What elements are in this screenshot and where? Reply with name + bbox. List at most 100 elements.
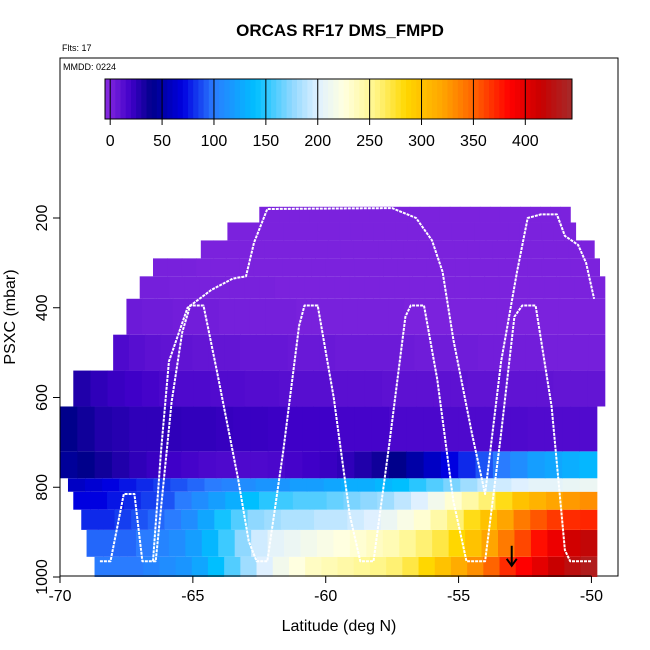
heat-cell-r11-c8 [268, 258, 284, 277]
heat-cell-r12-c21 [467, 240, 481, 259]
heat-cell-r8-c28 [557, 334, 574, 371]
colorbar-segment-52 [374, 79, 381, 119]
heat-cell-r13-c9 [328, 222, 341, 241]
flight-track [99, 207, 596, 563]
heat-cell-r9-c27 [543, 298, 560, 335]
heat-cell-r11-c14 [354, 258, 370, 277]
heat-cell-r0-c19 [402, 556, 420, 577]
heat-cell-r2-c19 [397, 509, 415, 530]
heat-cell-r0-c5 [175, 556, 193, 577]
heat-cell-r5-c6 [163, 451, 182, 479]
heat-cell-r14-c26 [520, 206, 531, 223]
heat-cell-r4-c27 [528, 478, 547, 492]
colorbar-segment-70 [468, 79, 474, 119]
colorbar-frame [104, 78, 573, 120]
heat-cell-r1-c23 [465, 529, 483, 557]
colorbar-segment-10 [156, 79, 163, 119]
heat-cell-r1-c19 [399, 529, 417, 557]
colorbar-segment-39 [307, 79, 314, 119]
heat-cell-r1-c1 [103, 529, 121, 557]
colorbar-segment-67 [452, 79, 459, 119]
y-tick-label-600: 600 [34, 384, 51, 411]
colorbar-segment-83 [535, 79, 542, 119]
heat-cell-r4-c6 [170, 478, 188, 492]
heat-cell-r8-c22 [462, 334, 479, 371]
heat-cell-r6-c7 [181, 406, 200, 452]
colorbar-segment-3 [120, 79, 127, 119]
colorbar-segment-12 [167, 79, 173, 119]
colorbar-segment-89 [566, 79, 573, 119]
heat-cell-r1-c7 [201, 529, 219, 557]
colorbar-segment-54 [385, 79, 391, 119]
x-tick-label--55: -55 [447, 588, 470, 605]
heat-cell-r10-c8 [259, 276, 276, 299]
heat-cell-r2-c15 [330, 509, 348, 530]
heat-cell-r11-c25 [513, 258, 528, 277]
heat-cell-r13-c1 [238, 222, 251, 241]
colorbar-segment-82 [530, 79, 537, 119]
heat-cell-r5-c7 [181, 451, 200, 479]
heat-cell-r2-c27 [530, 509, 548, 530]
heat-cell-r7-c2 [107, 370, 126, 407]
heat-cell-r0-c24 [483, 556, 501, 577]
colorbar-segment-59 [411, 79, 417, 119]
heat-cell-r4-c15 [323, 478, 342, 492]
heat-cell-r5-c5 [146, 451, 165, 479]
heat-cell-r10-c24 [499, 276, 516, 299]
heat-cell-r5-c1 [77, 451, 96, 479]
colorbar-tick-label-0: 0 [106, 133, 115, 150]
heat-cell-r2-c10 [247, 509, 265, 530]
colorbar-segment-79 [514, 79, 521, 119]
heat-cell-r7-c1 [90, 370, 109, 407]
heat-cell-r7-c21 [433, 370, 452, 407]
heat-cell-r3-c23 [461, 491, 480, 510]
heat-cell-r7-c12 [279, 370, 297, 407]
heat-cell-r14-c21 [469, 206, 481, 223]
y-tick-label-800: 800 [34, 474, 51, 501]
flight-track-line-2 [152, 207, 596, 562]
heat-cell-r10-c14 [349, 276, 366, 299]
y-axis: 200 400 600 800 1000 [34, 205, 61, 595]
heat-cell-r6-c25 [492, 406, 511, 452]
heat-cell-r8-c25 [509, 334, 527, 371]
heat-cell-r0-c27 [531, 556, 549, 577]
heat-cell-r6-c0 [60, 406, 78, 452]
heat-cell-r11-c0 [153, 258, 168, 277]
colorbar-segment-80 [520, 79, 526, 119]
heat-cell-r5-c2 [94, 451, 113, 479]
heat-cell-r4-c8 [204, 478, 223, 492]
heat-cell-r13-c11 [350, 222, 363, 241]
heat-cell-r2-c21 [430, 509, 448, 530]
heat-cell-r12-c0 [200, 240, 215, 259]
heat-cell-r13-c18 [429, 222, 442, 241]
heat-cell-r3-c21 [427, 491, 446, 510]
heat-cell-r12-c10 [327, 240, 341, 259]
heat-cell-r0-c22 [450, 556, 468, 577]
heat-cell-r1-c6 [185, 529, 203, 557]
heat-cell-r6-c11 [250, 406, 269, 452]
colorbar-segment-5 [130, 79, 137, 119]
heat-cell-r0-c9 [240, 556, 258, 577]
heat-cell-r12-c18 [429, 240, 443, 259]
colorbar-segment-58 [405, 79, 412, 119]
heat-cell-r14-c2 [279, 206, 290, 223]
heat-cell-r9-c1 [141, 298, 158, 335]
heat-cell-r10-c13 [334, 276, 351, 299]
heat-cell-r9-c28 [558, 298, 575, 335]
heat-cell-r10-c1 [154, 276, 171, 299]
heat-cell-r9-c24 [496, 298, 513, 335]
heat-cell-r1-c0 [86, 529, 104, 557]
heat-cell-r12-c20 [454, 240, 468, 259]
heat-cell-r9-c9 [265, 298, 282, 335]
colorbar [104, 78, 573, 120]
heat-cell-r3-c11 [259, 491, 277, 510]
heat-cell-r13-c23 [485, 222, 498, 241]
heat-cell-r12-c23 [492, 240, 506, 259]
heat-cell-r7-c26 [519, 370, 537, 407]
heat-cell-r5-c28 [544, 451, 563, 479]
flights-label: Flts: 17 [62, 43, 92, 53]
x-tick-label--50: -50 [580, 588, 603, 605]
heat-cell-r5-c21 [423, 451, 442, 479]
heat-cell-r12-c24 [505, 240, 519, 259]
heat-cell-r5-c11 [250, 451, 269, 479]
